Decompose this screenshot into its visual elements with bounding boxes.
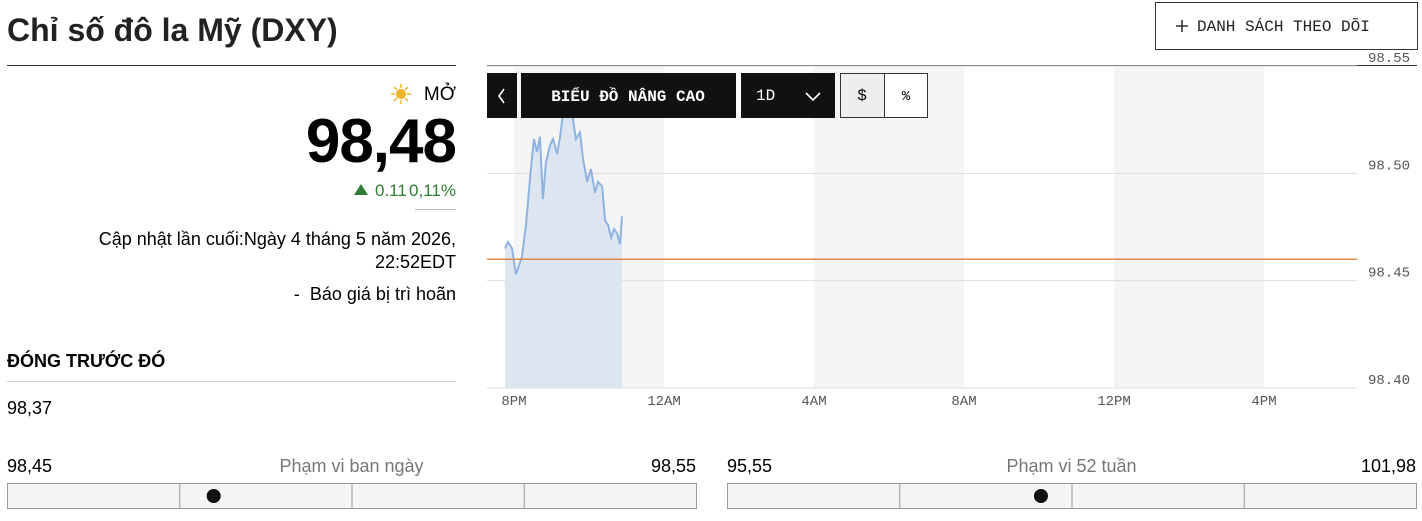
dropdown-label[interactable]: 1D [756,87,775,105]
range-marker [206,489,221,503]
change-percent: 0,11% [409,181,456,200]
previous-close-label: ĐÓNG TRƯỚC ĐÓ [7,350,165,371]
market-status: MỞ [424,83,456,105]
y-tick-label: 98.50 [1368,158,1410,174]
collapse-button[interactable] [487,73,517,118]
x-tick-label: 8AM [951,394,976,410]
x-tick-label: 12PM [1097,394,1131,410]
price: 98,48 [306,107,456,176]
watchlist-button[interactable]: DANH SÁCH THEO DÕI [1155,2,1418,50]
button-frame [1155,2,1418,50]
sun-icon [391,84,411,104]
toggle-label[interactable]: $ [857,87,867,105]
range-label: Phạm vi ban ngày [279,456,423,476]
y-tick-label: 98.40 [1368,373,1410,389]
toggle-label[interactable]: % [902,89,911,105]
time-band [1114,66,1264,388]
dollar-toggle[interactable]: $ [840,73,885,118]
up-arrow [354,184,368,195]
y-tick-label: 98.45 [1368,266,1410,282]
price-area [505,78,622,389]
previous-close-value: 98,37 [7,398,52,418]
percent-toggle[interactable]: % [884,73,928,118]
advanced-chart-button[interactable]: BIỂU ĐỒ NÂNG CAO [521,73,736,118]
plus-icon [1176,20,1188,32]
change: 0.11 [375,181,407,200]
range-marker [1033,489,1048,503]
range-high: 101,98 [1361,456,1416,476]
range-low: 95,55 [727,456,772,476]
page-title: Chỉ số đô la Mỹ (DXY) [7,12,338,48]
x-tick-label: 8PM [501,394,526,410]
interval-dropdown[interactable]: 1D [741,73,835,118]
ranges: 98,45 Phạm vi ban ngày 98,55 95,55 Phạm vi 5… [7,456,1417,509]
x-tick-label: 12AM [647,394,681,410]
time-band [814,66,964,388]
chart-toolbar: BIỂU ĐỒ NÂNG CAO 1D $ % [487,73,928,118]
x-tick-label: 4AM [801,394,826,410]
range-low: 98,45 [7,456,52,476]
chart: 98.40 98.45 98.50 98.55 8PM 12AM 4AM 8AM 12PM 4PM [487,51,1410,410]
button-label[interactable]: DANH SÁCH THEO DÕI [1197,17,1370,36]
button-label[interactable]: BIỂU ĐỒ NÂNG CAO [551,86,705,106]
updated-date: Cập nhật lần cuối:Ngày 4 tháng 5 năm 202… [99,229,456,249]
updated-time: 22:52EDT [375,252,456,272]
x-tick-label: 4PM [1251,394,1276,410]
y-tick-label: 98.55 [1368,51,1410,67]
range-high: 98,55 [651,456,696,476]
delay-note: - Báo giá bị trì hoãn [294,284,456,304]
range-label: Phạm vi 52 tuần [1006,456,1136,476]
